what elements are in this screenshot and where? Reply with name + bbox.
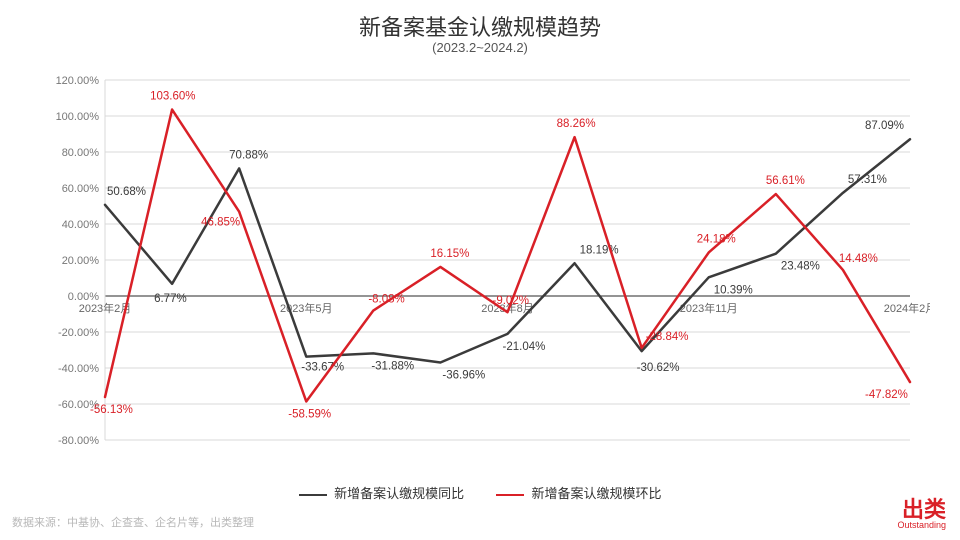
- svg-text:50.68%: 50.68%: [107, 186, 146, 198]
- svg-text:-28.84%: -28.84%: [646, 331, 689, 343]
- legend-label-0: 新增备案认缴规模同比: [334, 486, 464, 501]
- brand-en: Outstanding: [897, 521, 946, 530]
- svg-text:-56.13%: -56.13%: [90, 404, 133, 416]
- svg-text:-30.62%: -30.62%: [637, 362, 680, 374]
- brand-cn: 出类: [897, 499, 946, 521]
- svg-text:57.31%: 57.31%: [848, 174, 887, 186]
- legend-swatch-1: [496, 494, 524, 496]
- svg-text:-33.67%: -33.67%: [301, 362, 344, 374]
- brand-logo: 出类 Outstanding: [897, 499, 946, 530]
- data-source-note: 数据来源：中基协、企查查、企名片等，出类整理: [12, 514, 254, 530]
- svg-text:16.15%: 16.15%: [430, 248, 469, 260]
- legend-swatch-0: [299, 494, 327, 496]
- svg-text:23.48%: 23.48%: [781, 261, 820, 273]
- svg-text:103.60%: 103.60%: [150, 91, 195, 103]
- svg-text:20.00%: 20.00%: [62, 255, 100, 267]
- chart-legend: 新增备案认缴规模同比 新增备案认缴规模环比: [0, 483, 960, 502]
- svg-text:46.85%: 46.85%: [201, 217, 240, 229]
- svg-text:0.00%: 0.00%: [68, 291, 99, 303]
- svg-text:100.00%: 100.00%: [56, 111, 100, 123]
- chart-title: 新备案基金认缴规模趋势: [0, 10, 960, 42]
- svg-text:2024年2月: 2024年2月: [884, 301, 930, 315]
- svg-text:6.77%: 6.77%: [154, 293, 187, 305]
- svg-text:-40.00%: -40.00%: [58, 363, 99, 375]
- svg-text:88.26%: 88.26%: [557, 118, 596, 130]
- svg-text:60.00%: 60.00%: [62, 183, 100, 195]
- svg-text:-9.02%: -9.02%: [493, 295, 529, 307]
- chart-subtitle: (2023.2~2024.2): [0, 40, 960, 55]
- svg-text:-8.08%: -8.08%: [368, 294, 404, 306]
- svg-text:-21.04%: -21.04%: [503, 341, 546, 353]
- svg-text:-80.00%: -80.00%: [58, 435, 99, 447]
- svg-text:-20.00%: -20.00%: [58, 327, 99, 339]
- svg-text:40.00%: 40.00%: [62, 219, 100, 231]
- svg-text:56.61%: 56.61%: [766, 175, 805, 187]
- legend-label-1: 新增备案认缴规模环比: [531, 486, 661, 501]
- svg-text:120.00%: 120.00%: [56, 75, 100, 87]
- svg-text:-47.82%: -47.82%: [865, 389, 908, 401]
- svg-text:10.39%: 10.39%: [714, 284, 753, 296]
- svg-text:-36.96%: -36.96%: [442, 370, 485, 382]
- chart-plot-area: -80.00%-60.00%-40.00%-20.00%0.00%20.00%4…: [50, 70, 930, 470]
- svg-text:80.00%: 80.00%: [62, 147, 100, 159]
- svg-text:14.48%: 14.48%: [839, 253, 878, 265]
- svg-text:-58.59%: -58.59%: [288, 408, 331, 420]
- svg-text:87.09%: 87.09%: [865, 120, 904, 132]
- svg-text:2023年11月: 2023年11月: [680, 301, 738, 315]
- svg-text:24.18%: 24.18%: [697, 233, 736, 245]
- svg-text:-31.88%: -31.88%: [371, 360, 414, 372]
- svg-text:70.88%: 70.88%: [229, 149, 268, 161]
- chart-svg: -80.00%-60.00%-40.00%-20.00%0.00%20.00%4…: [50, 70, 930, 470]
